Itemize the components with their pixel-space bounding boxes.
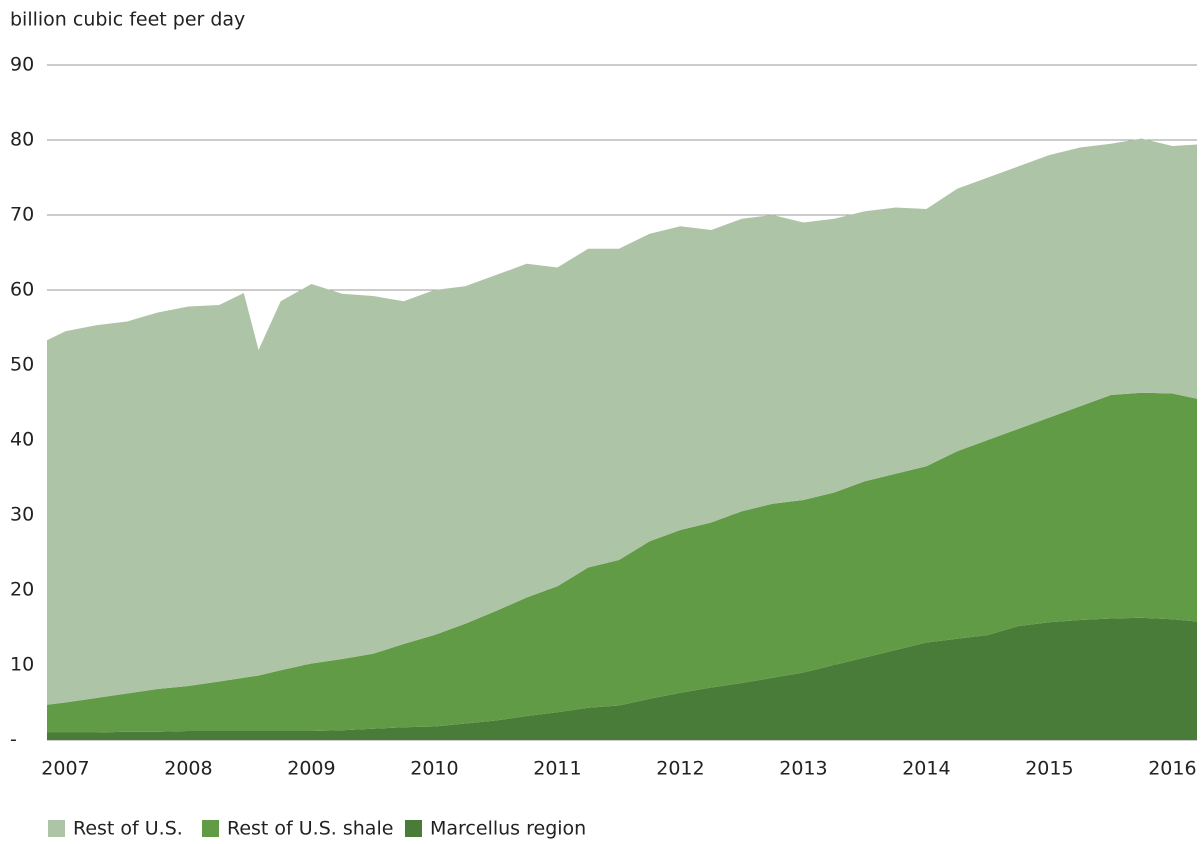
y-tick-label: 60	[10, 279, 34, 301]
y-tick-label: 40	[10, 429, 34, 451]
y-tick-label: 10	[10, 654, 34, 676]
y-tick-label: 20	[10, 579, 34, 601]
x-tick-label: 2016	[1148, 758, 1196, 780]
x-tick-label: 2015	[1025, 758, 1073, 780]
x-tick-label: 2013	[779, 758, 827, 780]
legend-label: Marcellus region	[430, 818, 586, 840]
y-tick-label: 80	[10, 129, 34, 151]
area	[47, 392, 1197, 733]
x-tick-label: 2014	[902, 758, 950, 780]
y-axis-label: billion cubic feet per day	[10, 9, 245, 31]
y-tick-label: 90	[10, 54, 34, 76]
y-tick-label: 50	[10, 354, 34, 376]
y-tick-label: 70	[10, 204, 34, 226]
area	[47, 617, 1197, 740]
legend-swatch	[405, 820, 422, 837]
y-tick-label: 30	[10, 504, 34, 526]
x-tick-label: 2009	[287, 758, 335, 780]
x-tick-label: 2011	[533, 758, 581, 780]
area	[47, 138, 1197, 705]
legend-swatch	[202, 820, 219, 837]
legend-label: Rest of U.S. shale	[227, 818, 393, 840]
legend-label: Rest of U.S.	[73, 818, 183, 840]
x-tick-label: 2012	[656, 758, 704, 780]
x-tick-label: 2010	[410, 758, 458, 780]
x-tick-label: 2008	[164, 758, 212, 780]
legend-swatch	[48, 820, 65, 837]
x-tick-label: 2007	[41, 758, 89, 780]
y-tick-label: -	[10, 729, 17, 751]
